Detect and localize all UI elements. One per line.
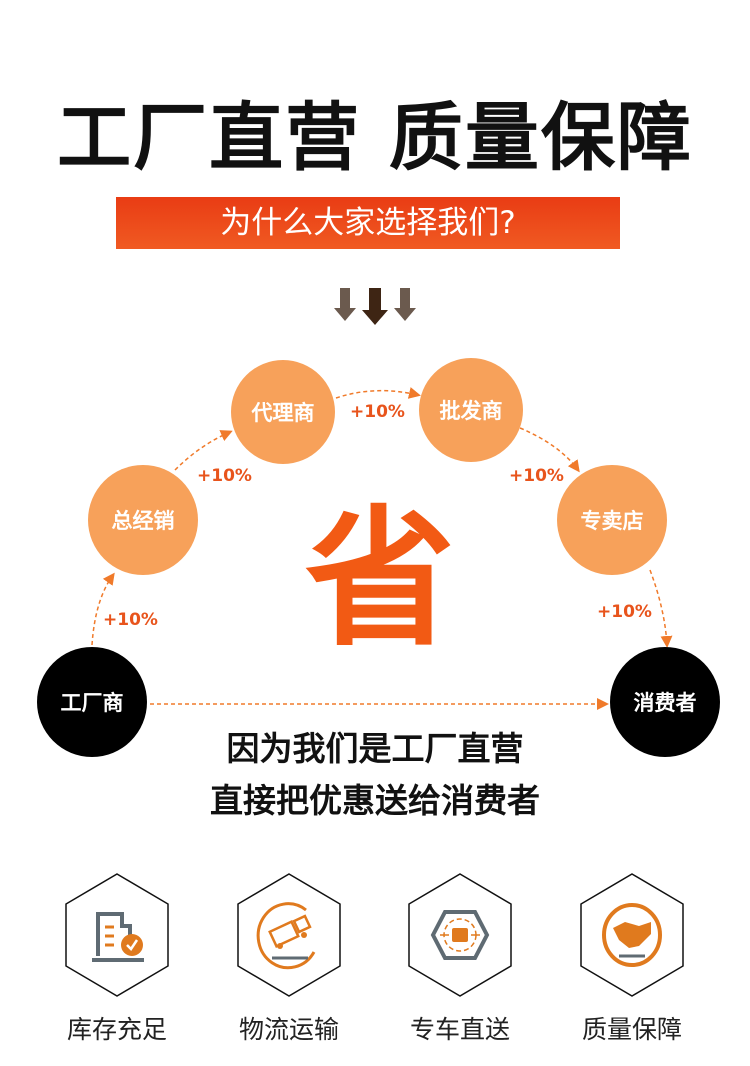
dedicated-car-icon	[408, 873, 512, 997]
feature-label: 库存充足	[66, 1015, 167, 1044]
markup-label: +10%	[509, 466, 564, 486]
inventory-check-icon	[65, 873, 169, 997]
page-title: 工厂直营 质量保障	[57, 95, 693, 181]
feature-label: 质量保障	[581, 1015, 682, 1044]
flow-arrows	[91, 387, 673, 710]
node-consumer: 消费者	[610, 647, 720, 757]
feature-logistics: 物流运输	[229, 872, 349, 1046]
node-agent: 代理商	[231, 360, 335, 464]
node-store: 专卖店	[557, 465, 667, 575]
arrow-store-consumer	[649, 569, 673, 648]
arrow-distributor-agent	[174, 430, 233, 471]
markup-label: +10%	[350, 402, 405, 422]
feature-label: 专车直送	[409, 1015, 510, 1044]
arrow-wholesaler-store	[519, 427, 580, 473]
slogan-line-1: 因为我们是工厂直营	[226, 729, 524, 768]
feature-inventory: 库存充足	[57, 872, 177, 1046]
feature-dedicated-car: 专车直送	[400, 872, 520, 1046]
feature-quality: 质量保障	[572, 872, 692, 1046]
arrow-factory-distributor	[91, 572, 115, 646]
markup-label: +10%	[197, 466, 252, 486]
arrow-agent-wholesaler	[335, 387, 421, 399]
handshake-icon	[580, 873, 684, 997]
delivery-truck-icon	[237, 873, 341, 997]
node-factory: 工厂商	[37, 647, 147, 757]
slogan-line-2: 直接把优惠送给消费者	[210, 781, 540, 820]
node-distributor: 总经销	[88, 465, 198, 575]
markup-label: +10%	[103, 610, 158, 630]
question-banner: 为什么大家选择我们?	[116, 197, 620, 249]
node-wholesaler: 批发商	[419, 358, 523, 462]
feature-label: 物流运输	[238, 1015, 339, 1044]
markup-label: +10%	[597, 602, 652, 622]
down-arrows-icon	[334, 288, 416, 325]
save-character: 省	[304, 493, 455, 667]
